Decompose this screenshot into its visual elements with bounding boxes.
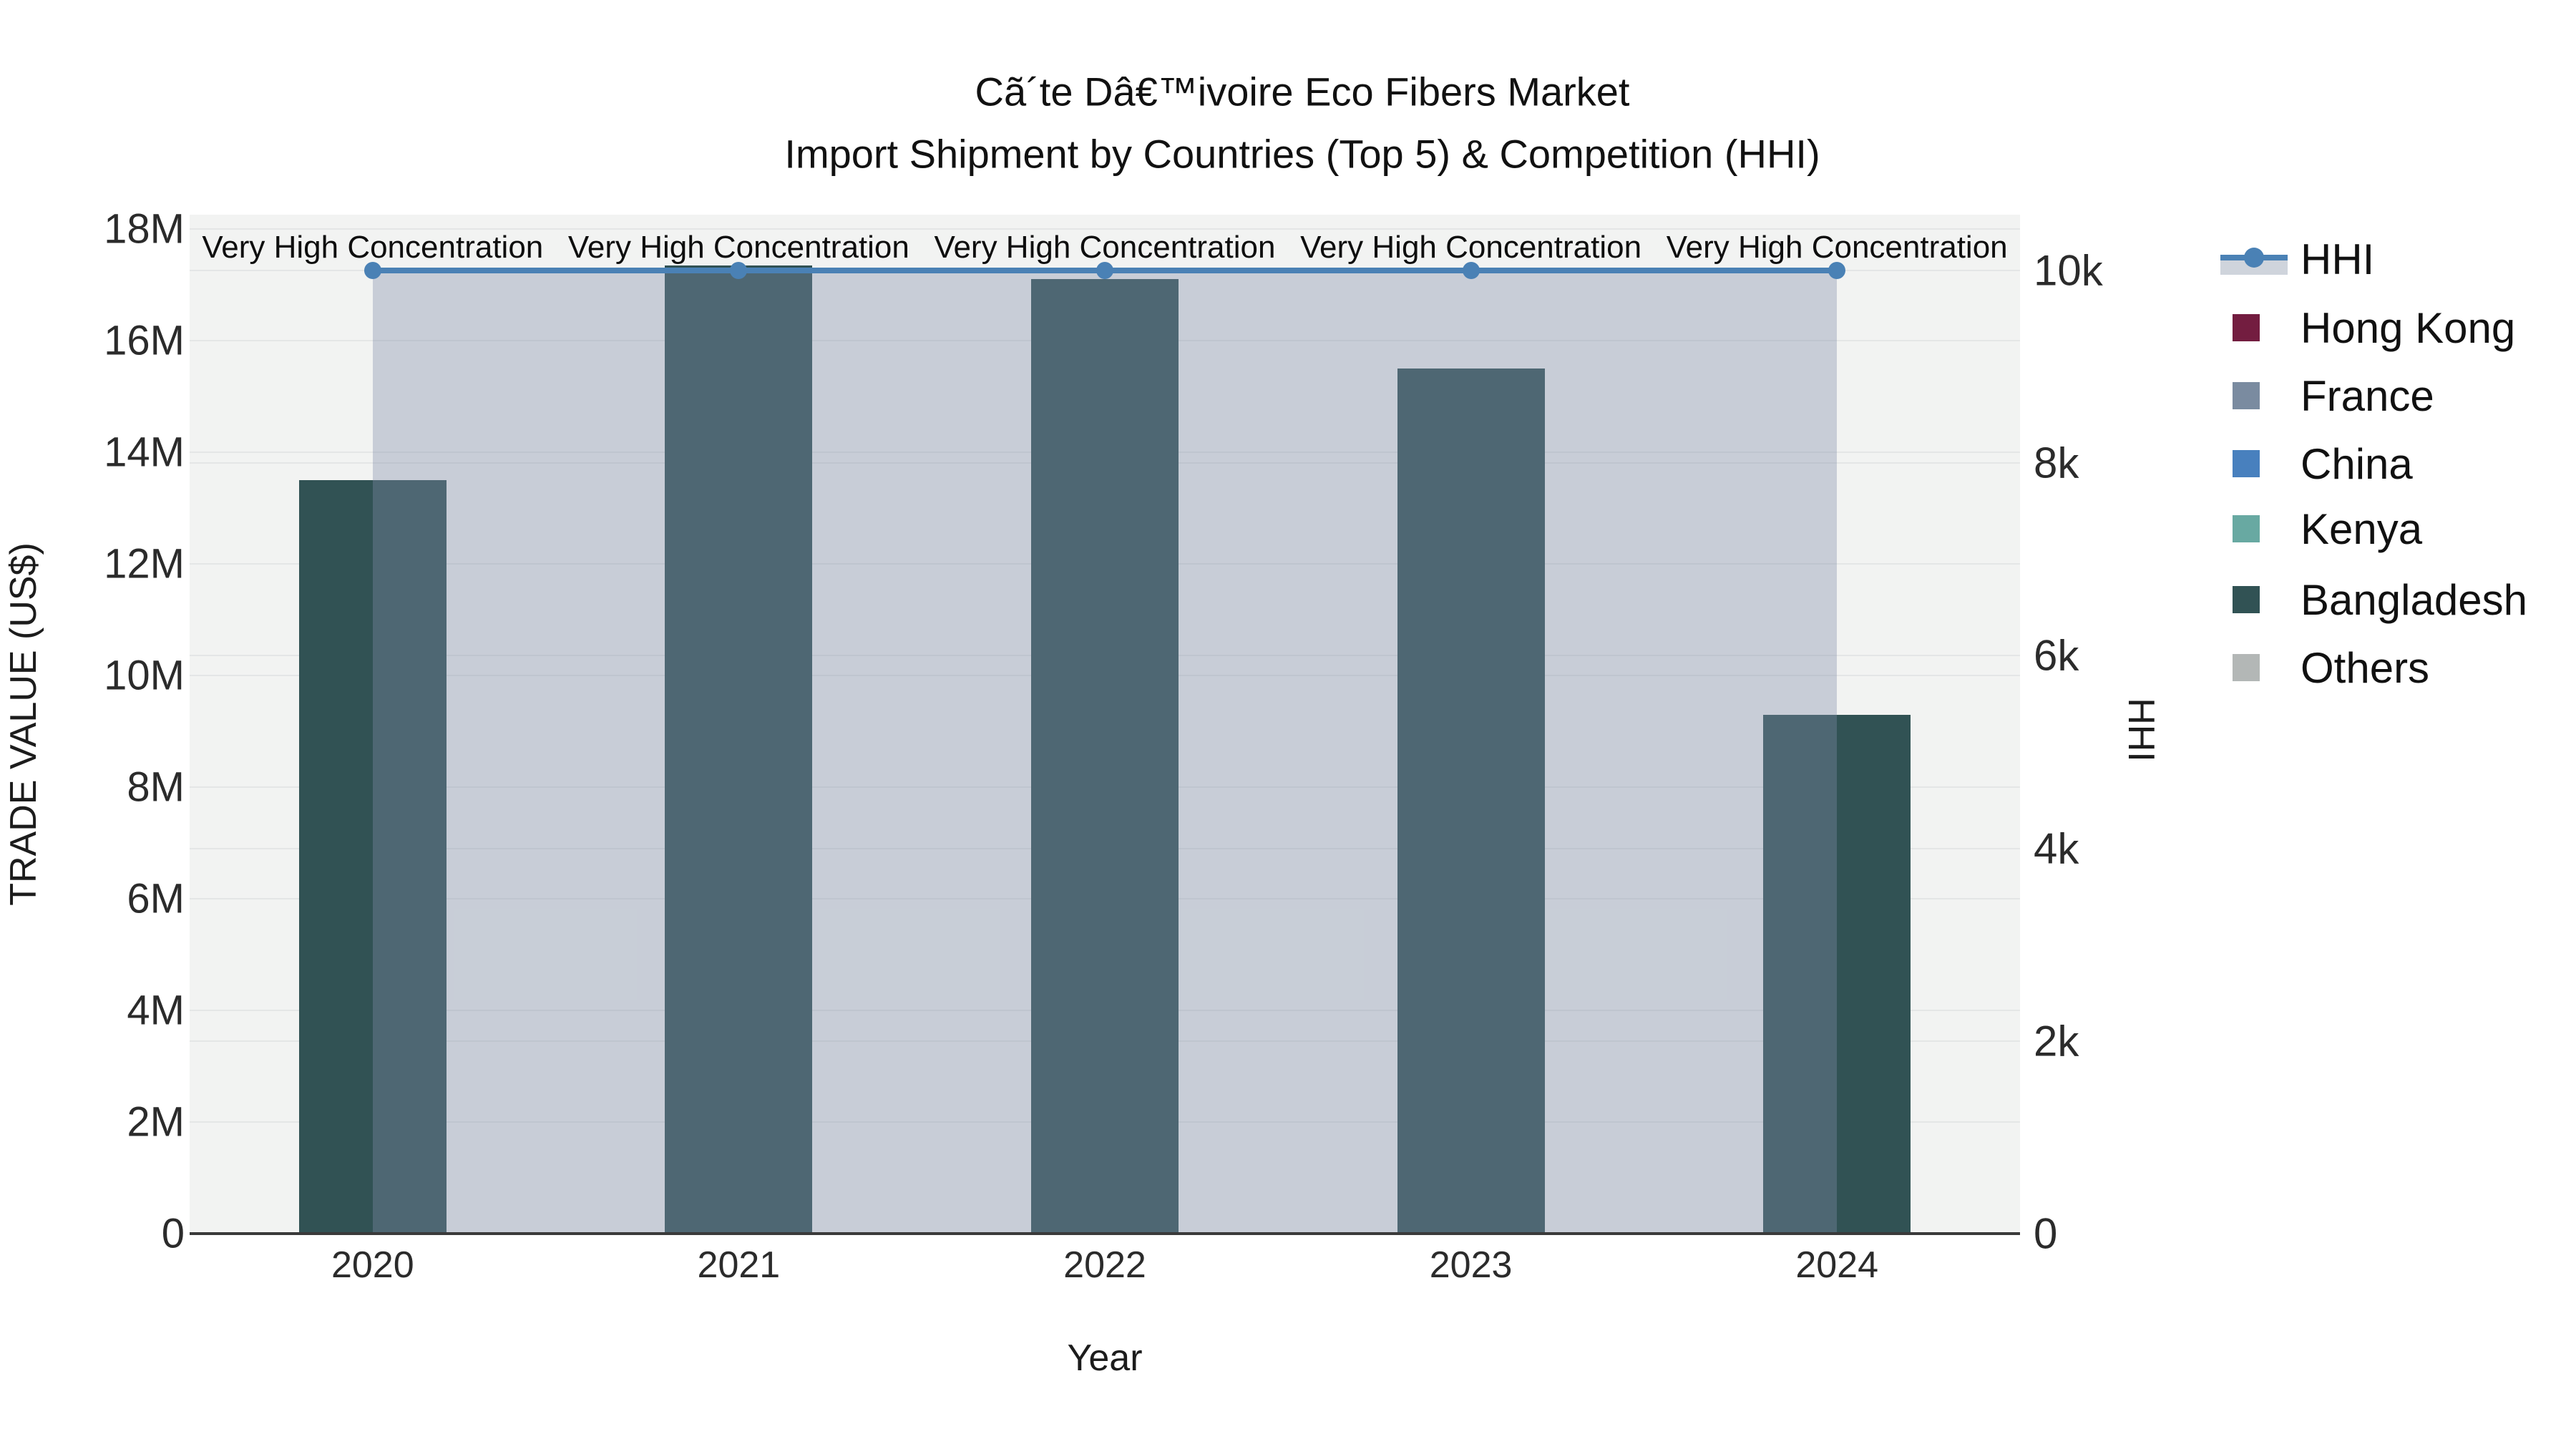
- legend-swatch-sample: [2220, 578, 2288, 621]
- legend-item-china[interactable]: China: [2220, 439, 2413, 489]
- y-tick-left-0: 0: [161, 1210, 185, 1257]
- bar-bangladesh-2020: [298, 480, 447, 1234]
- legend-label: France: [2301, 371, 2434, 420]
- y-tick-left-6M: 6M: [127, 875, 185, 922]
- legend-label: Kenya: [2301, 504, 2423, 553]
- legend-item-hong-kong[interactable]: Hong Kong: [2220, 303, 2515, 353]
- hhi-marker-2021: [730, 262, 748, 279]
- x-tick-2020: 2020: [331, 1244, 414, 1286]
- legend-item-hhi[interactable]: HHI: [2220, 234, 2374, 284]
- x-tick-2024: 2024: [1795, 1244, 1879, 1286]
- y-tick-right-4k: 4k: [2034, 824, 2079, 873]
- hhi-line-sample: [2220, 238, 2288, 280]
- legend-item-bangladesh[interactable]: Bangladesh: [2220, 575, 2527, 625]
- legend-swatch: [2233, 314, 2260, 341]
- y-tick-left-8M: 8M: [127, 763, 185, 811]
- bar-bangladesh-2022: [1031, 279, 1179, 1234]
- legend-item-france[interactable]: France: [2220, 371, 2434, 421]
- legend-swatch-sample: [2220, 442, 2288, 485]
- legend-swatch: [2233, 382, 2260, 409]
- chart-title: Cã´te Dâ€™ivoire Eco Fibers Market: [975, 69, 1630, 114]
- hhi-legend-marker: [2244, 248, 2264, 268]
- legend-item-others[interactable]: Others: [2220, 643, 2429, 693]
- y-tick-right-8k: 8k: [2034, 439, 2079, 487]
- y-tick-right-6k: 6k: [2034, 631, 2079, 680]
- y-axis-title-left: TRADE VALUE (US$): [3, 542, 44, 906]
- y-axis-title-right: HHI: [2120, 698, 2162, 762]
- gridline-left-18M: [190, 228, 2020, 230]
- x-axis-title: Year: [1067, 1337, 1143, 1379]
- hhi-marker-2023: [1462, 262, 1480, 279]
- hhi-marker-2020: [364, 262, 381, 279]
- hhi-fill-area: [372, 270, 1838, 1234]
- plot-area: Very High Concentration Very High Concent…: [190, 215, 2020, 1234]
- x-tick-2022: 2022: [1063, 1244, 1146, 1286]
- legend-swatch-sample: [2220, 306, 2288, 349]
- x-tick-2023: 2023: [1429, 1244, 1513, 1286]
- legend-swatch-sample: [2220, 507, 2288, 550]
- y-tick-left-18M: 18M: [104, 205, 185, 253]
- legend-label: Bangladesh: [2301, 575, 2527, 624]
- y-tick-left-10M: 10M: [104, 652, 185, 699]
- y-tick-left-14M: 14M: [104, 429, 185, 476]
- annotation-2020: Very High Concentration: [202, 230, 544, 265]
- legend-label: Hong Kong: [2301, 303, 2516, 352]
- y-tick-right-0: 0: [2034, 1209, 2058, 1258]
- legend-swatch: [2233, 586, 2260, 613]
- y-tick-left-2M: 2M: [127, 1098, 185, 1146]
- legend-label: HHI: [2301, 235, 2375, 283]
- y-tick-left-16M: 16M: [104, 317, 185, 364]
- bar-bangladesh-2021: [665, 265, 813, 1234]
- annotation-2024: Very High Concentration: [1666, 230, 2008, 265]
- legend-label: Others: [2301, 643, 2430, 692]
- hhi-marker-2024: [1828, 262, 1846, 279]
- legend-swatch: [2233, 654, 2260, 681]
- x-axis-line: [190, 1232, 2020, 1235]
- y-tick-left-4M: 4M: [127, 987, 185, 1034]
- legend-swatch-sample: [2220, 374, 2288, 417]
- legend-swatch: [2233, 450, 2260, 477]
- annotation-2021: Very High Concentration: [567, 230, 909, 265]
- bar-bangladesh-2024: [1763, 714, 1911, 1234]
- y-tick-right-2k: 2k: [2034, 1017, 2079, 1065]
- bar-bangladesh-2023: [1397, 369, 1545, 1234]
- legend-swatch: [2233, 515, 2260, 542]
- legend-label: China: [2301, 439, 2413, 488]
- hhi-marker-2022: [1096, 262, 1113, 279]
- annotation-2023: Very High Concentration: [1300, 230, 1642, 265]
- x-tick-2021: 2021: [697, 1244, 781, 1286]
- chart-subtitle: Import Shipment by Countries (Top 5) & C…: [784, 131, 1820, 177]
- annotation-2022: Very High Concentration: [934, 230, 1276, 265]
- legend-item-kenya[interactable]: Kenya: [2220, 504, 2422, 554]
- y-tick-left-12M: 12M: [104, 540, 185, 587]
- legend-swatch-sample: [2220, 646, 2288, 689]
- y-tick-right-10k: 10k: [2034, 246, 2103, 295]
